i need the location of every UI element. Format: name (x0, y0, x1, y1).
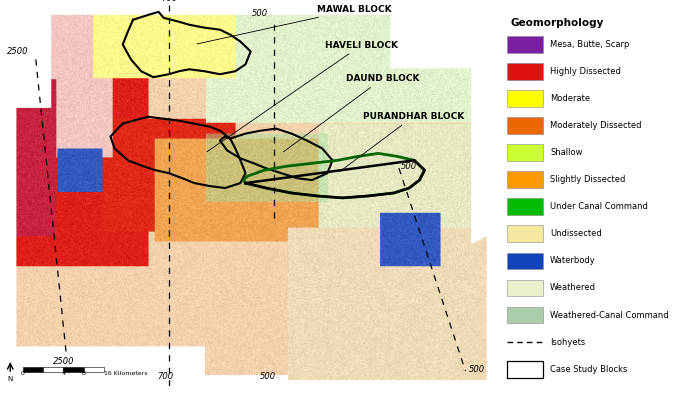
Text: Weathered-Canal Command: Weathered-Canal Command (550, 310, 668, 320)
Text: Under Canal Command: Under Canal Command (550, 202, 648, 211)
Bar (84, 367, 104, 372)
Text: 2500: 2500 (7, 47, 29, 56)
Text: Moderately Dissected: Moderately Dissected (550, 121, 642, 130)
Text: 2500: 2500 (53, 357, 74, 366)
Text: 500: 500 (401, 162, 417, 171)
Text: 500: 500 (469, 365, 485, 374)
Text: Geomorphology: Geomorphology (510, 18, 604, 28)
Text: Shallow: Shallow (550, 148, 582, 157)
Bar (507, 36, 543, 53)
Bar (507, 361, 543, 378)
Text: 0: 0 (20, 371, 25, 376)
Text: Mesa, Butte, Scarp: Mesa, Butte, Scarp (550, 40, 629, 49)
Text: Case Study Blocks: Case Study Blocks (550, 365, 627, 374)
Bar (507, 63, 543, 80)
Text: 700: 700 (158, 372, 174, 381)
Bar (507, 117, 543, 134)
Text: Highly Dissected: Highly Dissected (550, 67, 621, 76)
Text: PURANDHAR BLOCK: PURANDHAR BLOCK (340, 112, 464, 171)
Bar (507, 90, 543, 107)
Text: Moderate: Moderate (550, 94, 590, 103)
Bar (507, 171, 543, 188)
Text: Undissected: Undissected (550, 229, 602, 238)
Bar (507, 198, 543, 215)
Text: DAUND BLOCK: DAUND BLOCK (284, 74, 419, 152)
Bar (43, 367, 63, 372)
Text: HAVELI BLOCK: HAVELI BLOCK (207, 41, 398, 152)
Text: Waterbody: Waterbody (550, 256, 596, 265)
Bar (23, 367, 43, 372)
Bar (507, 280, 543, 296)
Bar (63, 367, 84, 372)
Bar (507, 252, 543, 269)
Text: Weathered: Weathered (550, 283, 596, 293)
Text: Isohyets: Isohyets (550, 338, 585, 347)
Bar (507, 225, 543, 242)
Text: Slightly Dissected: Slightly Dissected (550, 175, 625, 184)
Text: N: N (8, 376, 13, 382)
Text: 500: 500 (260, 372, 276, 381)
Text: 16 Kilometers: 16 Kilometers (104, 371, 148, 376)
Bar (507, 144, 543, 161)
Text: 8: 8 (82, 371, 86, 376)
Text: 500: 500 (252, 9, 268, 18)
Text: MAWAL BLOCK: MAWAL BLOCK (197, 5, 391, 44)
Bar (507, 307, 543, 323)
Text: 700: 700 (161, 0, 177, 3)
Text: 4: 4 (61, 371, 65, 376)
